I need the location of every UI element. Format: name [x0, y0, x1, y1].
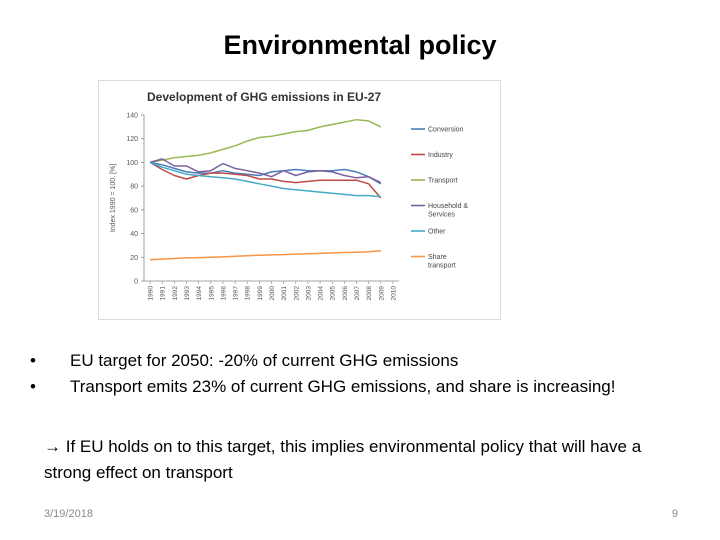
x-tick-label: 2003 — [305, 286, 312, 301]
legend-label-line: Services — [428, 212, 455, 219]
x-tick-label: 2007 — [354, 286, 361, 301]
x-tick-label: 2005 — [330, 286, 337, 301]
y-tick-label: 140 — [126, 113, 138, 120]
ghg-emissions-chart: Development of GHG emissions in EU-27 In… — [98, 80, 501, 320]
page-number: 9 — [671, 508, 678, 520]
x-tick-label: 2001 — [281, 286, 288, 301]
x-tick-label: 1995 — [208, 286, 215, 301]
legend-label-line: Share — [428, 254, 447, 261]
x-tick-label: 2006 — [342, 286, 349, 301]
x-tick-label: 1997 — [233, 286, 240, 301]
x-tick-label: 1999 — [257, 286, 264, 301]
bullet-symbol: • — [30, 377, 36, 396]
series-line-share-transport — [150, 250, 381, 261]
legend-label: Transport — [428, 178, 458, 185]
x-tick-label: 2000 — [269, 286, 276, 301]
bullet-item: • EU target for 2050: -20% of current GH… — [30, 348, 615, 374]
chart-title: Development of GHG emissions in EU-27 — [147, 90, 381, 104]
series-line-industry — [149, 161, 382, 199]
y-tick-label: 80 — [130, 184, 138, 191]
legend-label: Household & Services — [428, 203, 468, 219]
slide-title: Environmental policy — [223, 30, 497, 60]
x-tick-label: 1996 — [220, 286, 227, 301]
x-tick-label: 1993 — [184, 286, 191, 301]
chart-svg: Development of GHG emissions in EU-27 In… — [110, 90, 468, 301]
bullet-text: EU target for 2050: -20% of current GHG … — [70, 351, 459, 370]
x-tick-label: 2009 — [378, 286, 385, 301]
legend-label-line: Household & — [428, 203, 468, 210]
y-tick-label: 100 — [126, 160, 138, 167]
series-line-conversion — [149, 161, 382, 185]
bullet-item: • Transport emits 23% of current GHG emi… — [30, 374, 615, 400]
series-line-transport — [149, 118, 382, 164]
x-tick-label: 2010 — [390, 286, 397, 301]
legend-label: Conversion — [428, 127, 464, 134]
conclusion-note: → If EU holds on to this target, this im… — [44, 437, 642, 482]
y-tick-label: 40 — [130, 231, 138, 238]
series-line-household-services — [149, 158, 382, 184]
legend-label-line: transport — [428, 263, 456, 270]
x-tick-label: 1991 — [160, 286, 167, 301]
x-tick-label: 1994 — [196, 286, 203, 301]
footer-date: 3/19/2018 — [44, 508, 93, 520]
bullet-list: • EU target for 2050: -20% of current GH… — [30, 348, 615, 400]
y-tick-label: 60 — [130, 207, 138, 214]
x-tick-label: 2008 — [366, 286, 373, 301]
bullet-symbol: • — [30, 351, 36, 370]
legend-label: Other — [428, 229, 446, 236]
y-tick-label: 20 — [130, 255, 138, 262]
legend-label-line: Industry — [428, 152, 453, 159]
x-tick-label: 2004 — [318, 286, 325, 301]
legend-label-line: Other — [428, 229, 446, 236]
x-tick-label: 1992 — [172, 286, 179, 301]
legend-label-line: Transport — [428, 178, 458, 185]
bullet-text: Transport emits 23% of current GHG emiss… — [70, 377, 616, 396]
series-line-other — [149, 161, 381, 198]
y-axis-label: Index 1990 = 100, [%] — [110, 164, 117, 232]
y-tick-label: 120 — [126, 136, 138, 143]
legend-label: Industry — [428, 152, 453, 159]
x-tick-label: 1990 — [148, 286, 155, 301]
legend-label-line: Conversion — [428, 127, 464, 134]
y-tick-label: 0 — [134, 279, 138, 286]
x-tick-label: 1998 — [245, 286, 252, 301]
plot-area: 0 20 40 60 80 100 120 140 1990 1991 1992 1993 1994 19… — [126, 113, 399, 301]
legend-label: Share transport — [428, 254, 456, 270]
chart-legend: Conversion Industry Transport Household & Se… — [411, 127, 468, 270]
x-tick-label: 2002 — [293, 286, 300, 301]
